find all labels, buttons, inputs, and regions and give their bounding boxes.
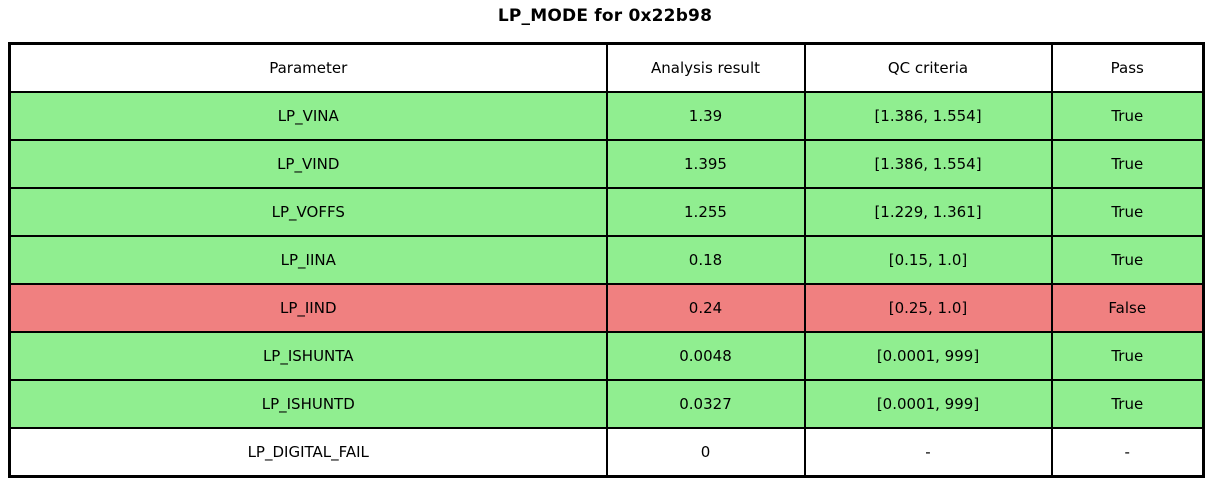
result-cell: 0.0327 [605, 379, 806, 429]
result-cell: 0.18 [605, 235, 806, 285]
criteria-cell: [0.0001, 999] [803, 379, 1053, 429]
pass-cell: False [1050, 283, 1205, 333]
column-header-qc-criteria: QC criteria [803, 42, 1053, 93]
param-cell: LP_VOFFS [8, 187, 608, 237]
criteria-cell: [0.15, 1.0] [803, 235, 1053, 285]
pass-cell: True [1050, 331, 1205, 381]
criteria-cell: [1.229, 1.361] [803, 187, 1053, 237]
pass-cell: True [1050, 91, 1205, 141]
table-row: LP_VIND 1.395 [1.386, 1.554] True [8, 139, 1205, 189]
table-row: LP_VOFFS 1.255 [1.229, 1.361] True [8, 187, 1205, 237]
column-header-parameter: Parameter [8, 42, 608, 93]
column-header-analysis-result: Analysis result [605, 42, 806, 93]
result-cell: 1.395 [605, 139, 806, 189]
result-cell: 0.0048 [605, 331, 806, 381]
result-cell: 1.39 [605, 91, 806, 141]
param-cell: LP_ISHUNTD [8, 379, 608, 429]
header-row: Parameter Analysis result QC criteria Pa… [8, 42, 1205, 93]
result-cell: 0.24 [605, 283, 806, 333]
page-title: LP_MODE for 0x22b98 [497, 6, 713, 26]
param-cell: LP_ISHUNTA [8, 331, 608, 381]
param-cell: LP_VIND [8, 139, 608, 189]
column-header-pass: Pass [1050, 42, 1205, 93]
result-cell: 1.255 [605, 187, 806, 237]
param-cell: LP_DIGITAL_FAIL [8, 427, 608, 478]
result-cell: 0 [605, 427, 806, 478]
param-cell: LP_VINA [8, 91, 608, 141]
criteria-cell: - [803, 427, 1053, 478]
criteria-cell: [1.386, 1.554] [803, 139, 1053, 189]
criteria-cell: [0.25, 1.0] [803, 283, 1053, 333]
criteria-cell: [0.0001, 999] [803, 331, 1053, 381]
table-row: LP_ISHUNTA 0.0048 [0.0001, 999] True [8, 331, 1205, 381]
table-row: LP_VINA 1.39 [1.386, 1.554] True [8, 91, 1205, 141]
pass-cell: True [1050, 379, 1205, 429]
param-cell: LP_IINA [8, 235, 608, 285]
qc-table: Parameter Analysis result QC criteria Pa… [8, 42, 1205, 478]
table-row: LP_IINA 0.18 [0.15, 1.0] True [8, 235, 1205, 285]
param-cell: LP_IIND [8, 283, 608, 333]
table-row: LP_ISHUNTD 0.0327 [0.0001, 999] True [8, 379, 1205, 429]
criteria-cell: [1.386, 1.554] [803, 91, 1053, 141]
pass-cell: True [1050, 187, 1205, 237]
pass-cell: - [1050, 427, 1205, 478]
pass-cell: True [1050, 139, 1205, 189]
pass-cell: True [1050, 235, 1205, 285]
table-row-failed: LP_IIND 0.24 [0.25, 1.0] False [8, 283, 1205, 333]
table-row: LP_DIGITAL_FAIL 0 - - [8, 427, 1205, 478]
